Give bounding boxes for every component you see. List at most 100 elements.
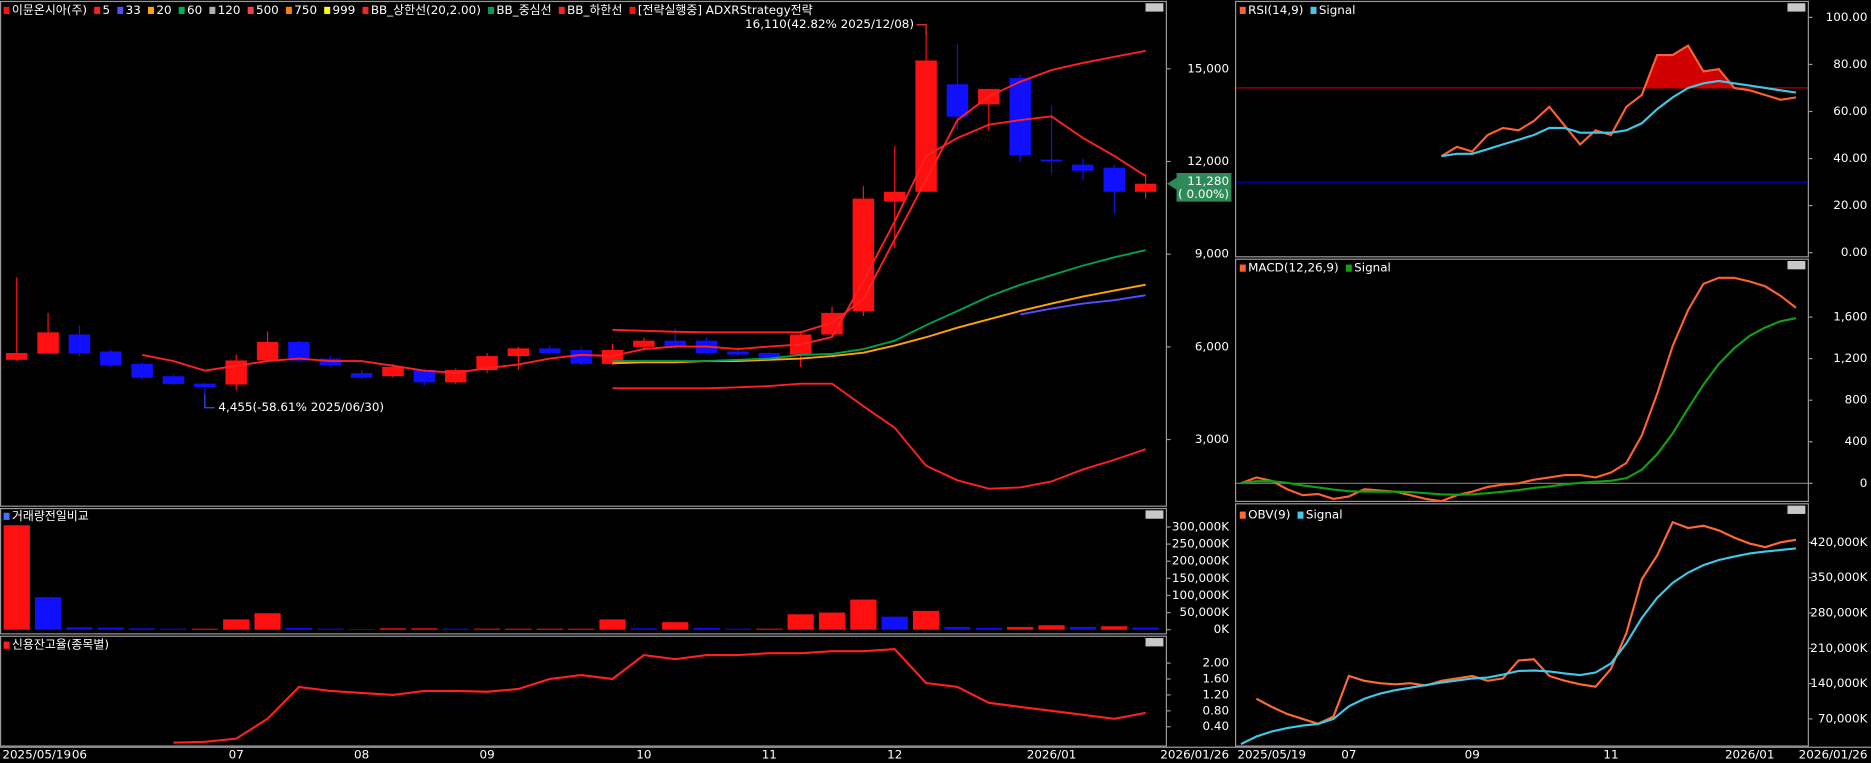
last-price-pointer — [1166, 177, 1177, 190]
candle-body — [288, 341, 310, 361]
y-tick-label: 1,600 — [1833, 310, 1867, 324]
volume-bar — [881, 616, 908, 630]
volume-bar — [787, 614, 814, 630]
volume-bar — [348, 629, 375, 630]
y-tick-label: 40.00 — [1833, 151, 1867, 165]
series-line — [612, 249, 1146, 363]
legend-marker — [3, 641, 10, 649]
button[interactable] — [1145, 638, 1164, 647]
button[interactable] — [1145, 3, 1164, 12]
button[interactable] — [1787, 505, 1806, 514]
y-tick-label: 0.80 — [1202, 703, 1229, 717]
y-tick-label: 1,200 — [1833, 351, 1867, 365]
legend-marker — [1310, 6, 1317, 14]
y-tick-label: 400 — [1845, 434, 1868, 448]
volume-bar — [1101, 626, 1128, 630]
candle-body — [727, 351, 749, 355]
candle-body — [664, 340, 686, 347]
y-tick-label: 200,000K — [1172, 554, 1230, 568]
credit-panel — [0, 635, 1167, 747]
candle-body — [1072, 164, 1094, 171]
y-tick-label: 1.60 — [1202, 672, 1229, 686]
legend-marker — [209, 6, 216, 14]
candle-body — [539, 348, 561, 354]
candle-body — [946, 84, 969, 117]
legend-label: OBV(9) — [1248, 508, 1290, 522]
volume-bar — [97, 627, 124, 630]
volume-bar — [693, 627, 720, 630]
x-tick-label: 2025/05/19 — [1237, 747, 1306, 761]
legend-marker — [488, 6, 494, 14]
legend-marker — [1239, 6, 1246, 14]
candle-body — [37, 332, 59, 354]
series-line — [1020, 294, 1146, 316]
volume-bar — [223, 619, 250, 630]
candle-body — [100, 351, 122, 366]
y-tick-label: 9,000 — [1195, 247, 1229, 261]
y-tick-label: 210,000K — [1810, 641, 1868, 655]
candle-body — [1103, 167, 1125, 192]
candle-body — [131, 363, 153, 378]
candle-body — [1134, 183, 1157, 192]
y-tick-label: 0.40 — [1202, 719, 1229, 733]
legend-marker — [3, 6, 10, 14]
volume-bar — [285, 627, 313, 630]
legend-marker — [1239, 264, 1246, 272]
window-buttons — [1145, 3, 1806, 647]
y-tick-label: 50,000K — [1179, 605, 1230, 619]
candle-body — [758, 353, 781, 358]
button[interactable] — [1145, 510, 1164, 519]
x-tick-label: 2026/01/26 — [1799, 747, 1868, 761]
volume-bar — [160, 628, 187, 630]
legend-label: BB_상한선(20,2.00) — [371, 3, 481, 17]
obv-panel — [1235, 503, 1809, 747]
legend-marker — [1297, 511, 1304, 519]
y-tick-label: 80.00 — [1833, 57, 1867, 71]
y-tick-label: 15,000 — [1187, 61, 1229, 75]
x-tick-label: 11 — [762, 747, 777, 761]
x-tick-label: 2026/01 — [1027, 747, 1077, 761]
x-tick-label: 09 — [1465, 747, 1480, 761]
candle-body — [194, 383, 216, 388]
button[interactable] — [1787, 3, 1806, 12]
legend-marker — [3, 512, 10, 520]
volume-bar — [66, 627, 93, 630]
last-price: 11,280 — [1187, 174, 1229, 188]
volume-bar — [599, 619, 626, 630]
volume-bar — [630, 628, 657, 630]
y-tick-label: 60.00 — [1833, 104, 1867, 118]
candle-body — [68, 334, 91, 354]
x-tick-label: 07 — [1341, 747, 1356, 761]
volume-bar — [724, 628, 752, 630]
y-tick-label: 420,000K — [1810, 535, 1868, 549]
legend-label: 120 — [218, 3, 241, 17]
x-tick-label: 07 — [229, 747, 244, 761]
y-tick-label: 20.00 — [1833, 198, 1867, 212]
series-line — [1440, 44, 1797, 158]
legend-marker — [94, 6, 101, 14]
volume-bar — [254, 613, 281, 630]
button[interactable] — [1787, 260, 1806, 270]
candle-body — [382, 366, 404, 377]
y-tick-label: 0K — [1214, 622, 1231, 636]
y-tick-label: 150,000K — [1172, 571, 1230, 585]
volume-bar — [3, 525, 30, 630]
volume-bar — [662, 622, 689, 630]
legend-label: Signal — [1354, 261, 1391, 275]
legend-label: 999 — [333, 3, 356, 17]
overbought-fill — [1441, 45, 1796, 88]
legend-marker — [178, 6, 185, 14]
volume-bar — [505, 628, 532, 630]
legend-marker — [285, 6, 292, 14]
candle-body — [162, 376, 185, 384]
volume-bar — [129, 628, 156, 630]
volume-bar — [536, 628, 563, 630]
y-tick-label: 0 — [1860, 476, 1868, 490]
legend-marker — [1345, 264, 1352, 272]
candle-body — [883, 191, 906, 202]
y-tick-label: 280,000K — [1810, 606, 1868, 620]
y-tick-label: 2.00 — [1202, 656, 1229, 670]
rsi-panel — [1235, 0, 1809, 258]
volume-bar — [442, 628, 469, 630]
